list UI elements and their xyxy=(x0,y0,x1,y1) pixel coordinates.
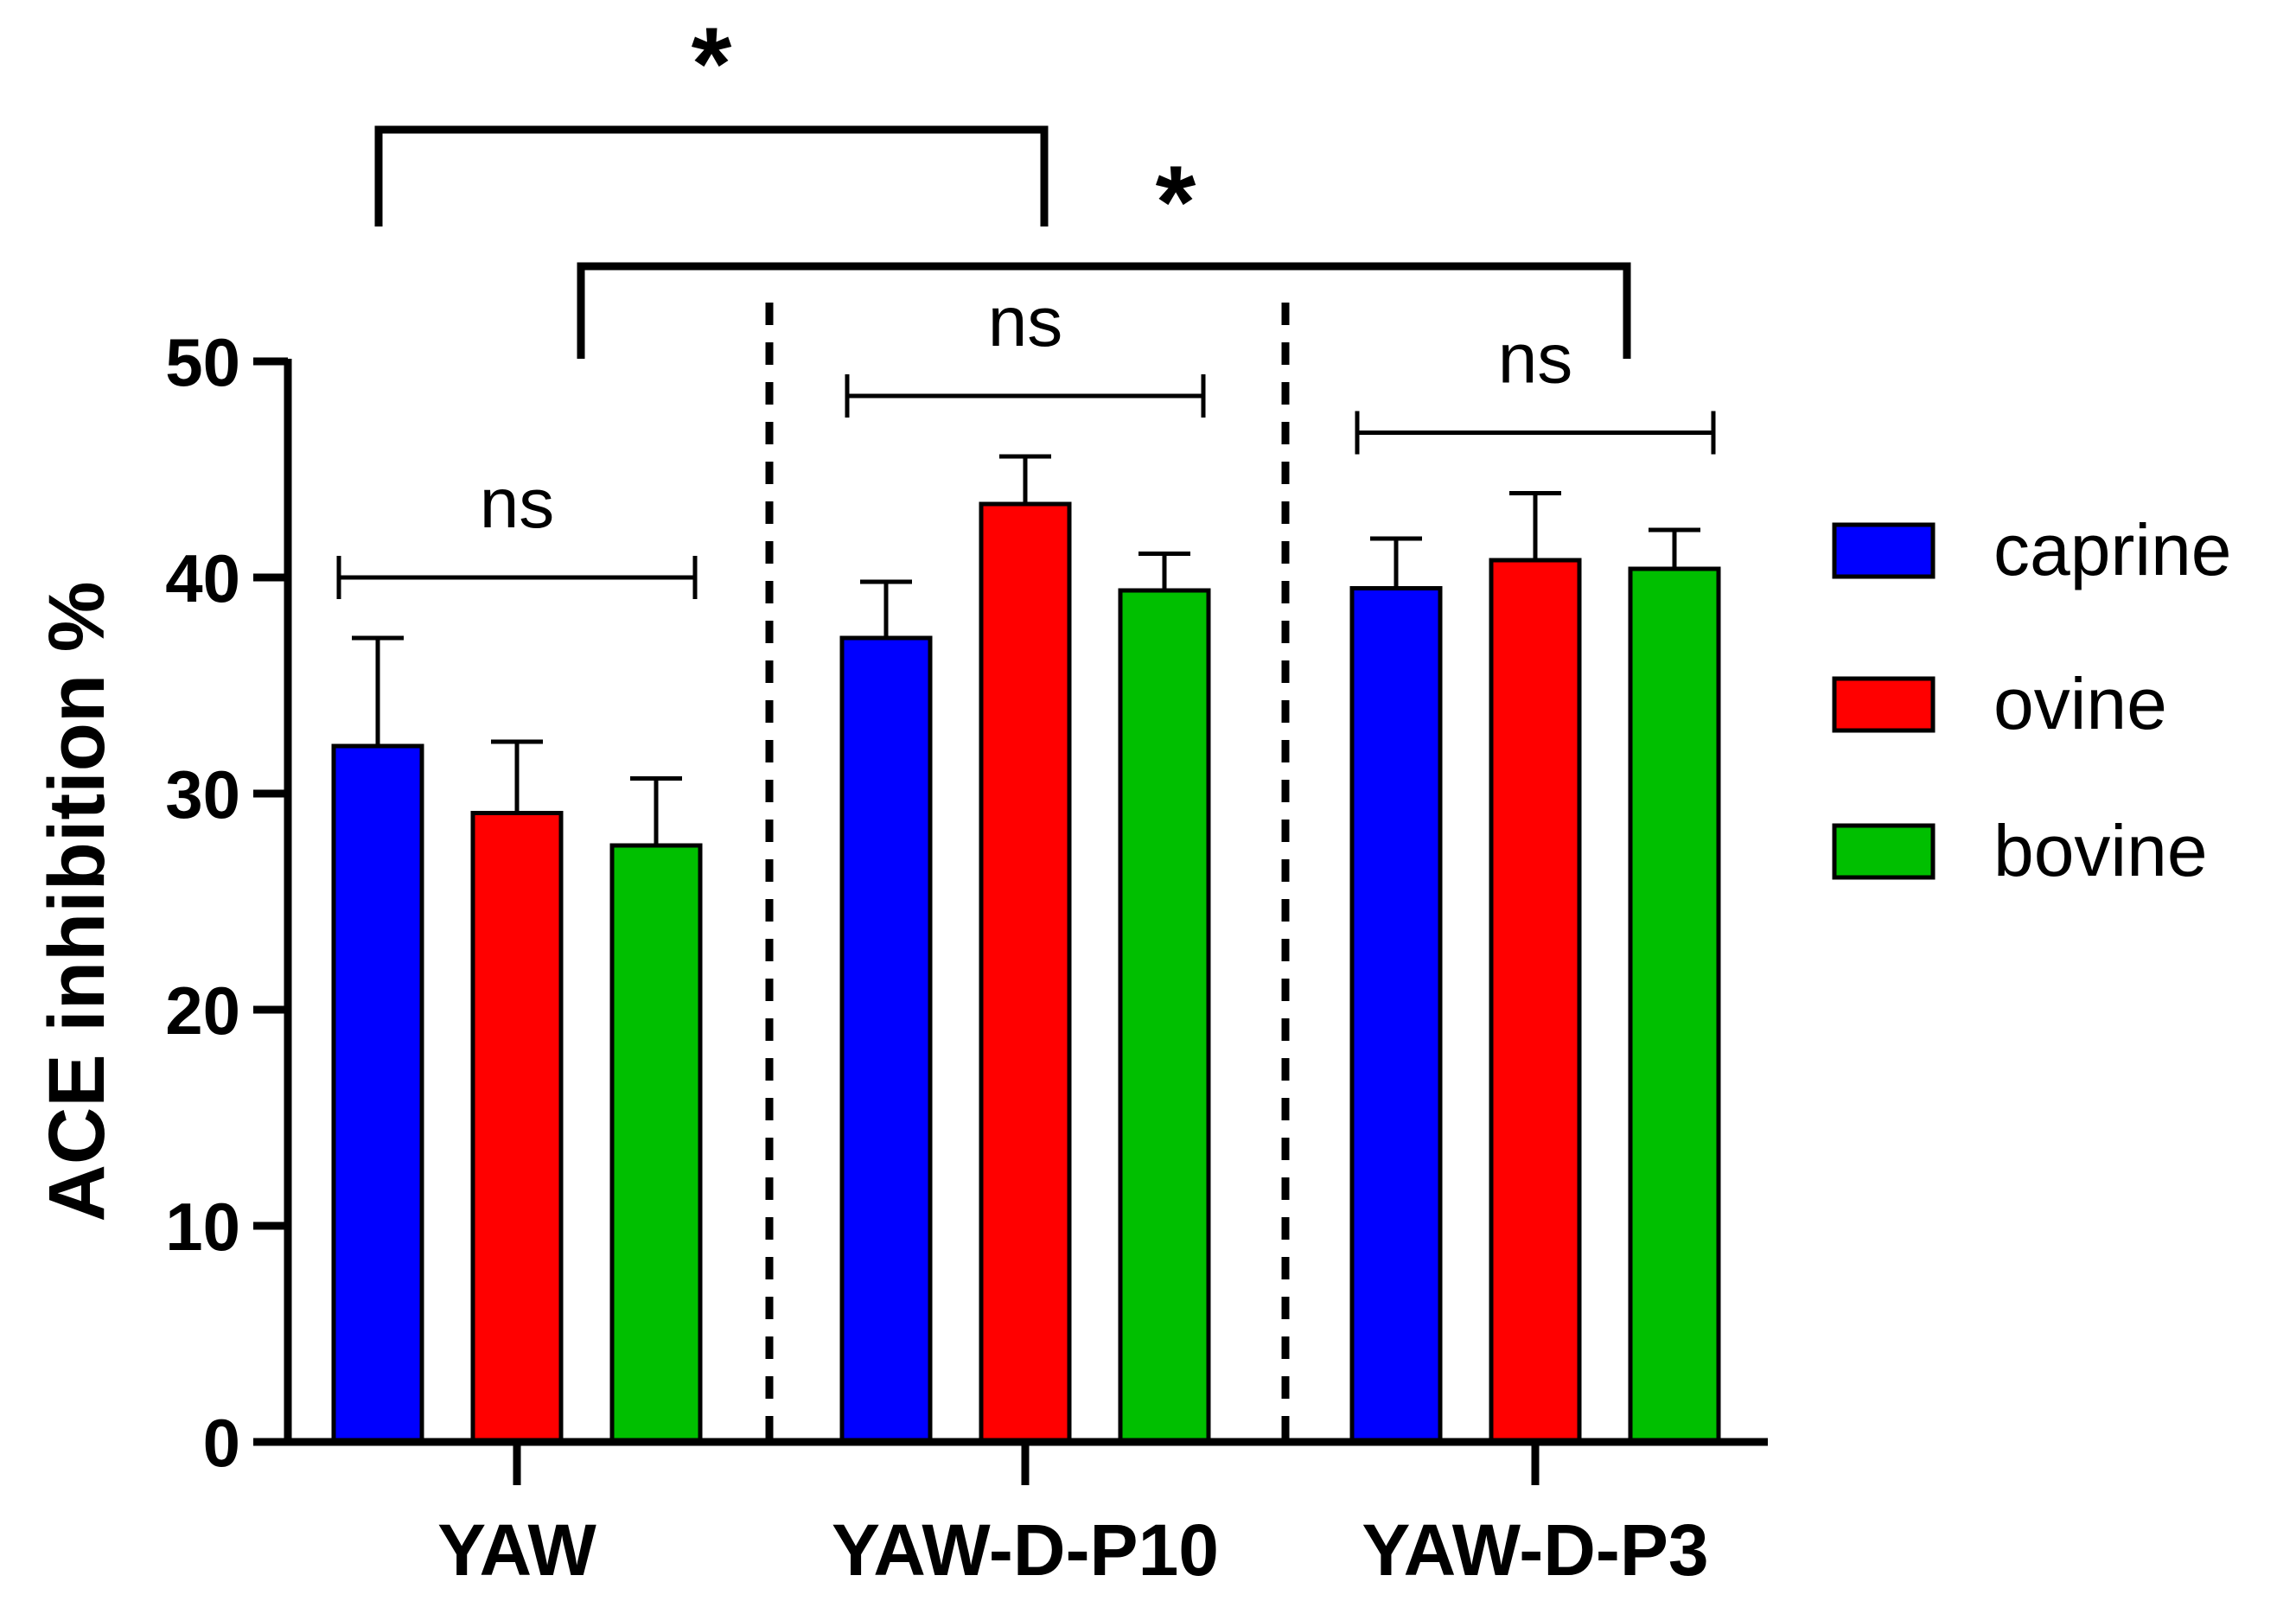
y-tick-label: 30 xyxy=(165,756,240,832)
y-tick-label: 10 xyxy=(165,1189,240,1265)
bar-caprine-YAW xyxy=(331,743,424,1445)
bar-bovine-YAW-D-P3 xyxy=(1628,566,1721,1445)
ns-label: ns xyxy=(480,464,555,543)
bar-caprine-YAW-D-P10 xyxy=(839,635,933,1445)
y-axis-title: ACE inhibition % xyxy=(33,581,121,1221)
annotations-layer: ns ns ns * * xyxy=(336,6,1716,599)
x-category-label: YAW-D-P10 xyxy=(832,1509,1219,1591)
bar-bovine-YAW-D-P10 xyxy=(1118,588,1211,1445)
axes-layer: 0 10 20 30 40 50 YAW YAW-D-P10 YAW-D-P3 xyxy=(165,324,1768,1591)
y-tick-label: 0 xyxy=(203,1405,240,1481)
legend-swatch-ovine xyxy=(1832,676,1936,733)
x-category-label: YAW xyxy=(437,1509,596,1591)
significance-bracket xyxy=(374,125,1049,226)
y-tick-label: 50 xyxy=(165,324,240,400)
ns-label: ns xyxy=(1498,320,1573,399)
y-tick-label: 40 xyxy=(165,540,240,616)
y-tick-label: 20 xyxy=(165,973,240,1049)
legend: caprine ovine bovine xyxy=(1832,509,2232,891)
bar-ovine-YAW xyxy=(470,811,564,1445)
ns-label: ns xyxy=(988,283,1063,361)
bar-ovine-YAW-D-P3 xyxy=(1489,558,1582,1445)
x-category-label: YAW-D-P3 xyxy=(1362,1509,1708,1591)
error-bars-layer xyxy=(352,454,1700,845)
bar-bovine-YAW xyxy=(609,843,703,1445)
significance-bracket xyxy=(577,262,1631,359)
bar-ovine-YAW-D-P10 xyxy=(979,501,1072,1445)
bar-caprine-YAW-D-P3 xyxy=(1349,586,1443,1445)
legend-label-ovine: ovine xyxy=(1993,663,2167,744)
legend-label-bovine: bovine xyxy=(1993,810,2208,891)
bars-layer xyxy=(331,501,1721,1445)
legend-swatch-bovine xyxy=(1832,823,1936,880)
significance-star: * xyxy=(1156,144,1196,260)
legend-swatch-caprine xyxy=(1832,522,1936,579)
legend-label-caprine: caprine xyxy=(1993,509,2232,590)
group-separators xyxy=(765,303,1290,1442)
significance-star: * xyxy=(692,6,732,122)
